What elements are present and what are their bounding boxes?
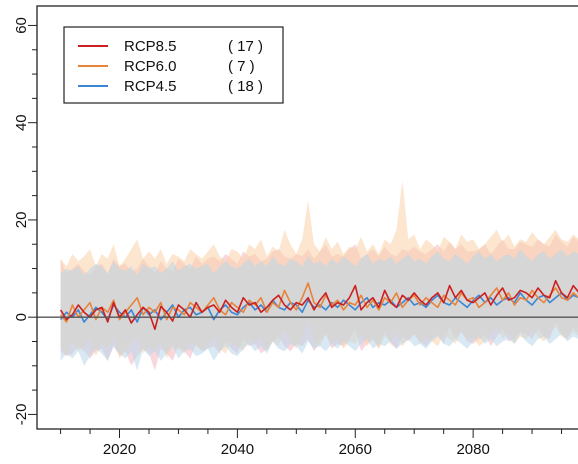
legend-count-rcp60: ( 7 )	[228, 58, 255, 75]
series-lines	[59, 279, 578, 331]
x-tick-label: 2040	[221, 441, 254, 458]
line-rcp85	[59, 279, 578, 331]
legend-entry-rcp85: RCP8.5 ( 17 )	[78, 38, 263, 55]
band-rcp45	[60, 249, 578, 371]
line-rcp45	[59, 292, 578, 323]
legend-label-rcp45: RCP4.5	[124, 78, 177, 95]
y-tick-label: 40	[13, 114, 30, 131]
legend-count-rcp85: ( 17 )	[228, 38, 263, 55]
y-tick-label: -20	[13, 404, 30, 426]
legend-label-rcp60: RCP6.0	[124, 58, 177, 75]
x-tick-label: 2080	[456, 441, 489, 458]
y-axis: -20 0 20 40 60	[13, 17, 37, 425]
legend-entry-rcp45: RCP4.5 ( 18 )	[78, 78, 263, 95]
legend: RCP8.5 ( 17 ) RCP6.0 ( 7 ) RCP4.5 ( 18 )	[63, 26, 284, 104]
y-tick-label: 0	[13, 313, 30, 321]
y-tick-label: 60	[13, 17, 30, 34]
plot-frame	[36, 5, 578, 430]
line-rcp60	[59, 282, 578, 323]
legend-label-rcp85: RCP8.5	[124, 38, 177, 55]
x-tick-label: 2020	[103, 441, 136, 458]
y-tick-label: 20	[13, 212, 30, 229]
uncertainty-bands	[60, 181, 578, 371]
legend-entry-rcp60: RCP6.0 ( 7 )	[78, 58, 255, 75]
legend-count-rcp45: ( 18 )	[228, 78, 263, 95]
x-tick-label: 2060	[339, 441, 372, 458]
x-axis: 202020402060208021	[60, 429, 563, 458]
